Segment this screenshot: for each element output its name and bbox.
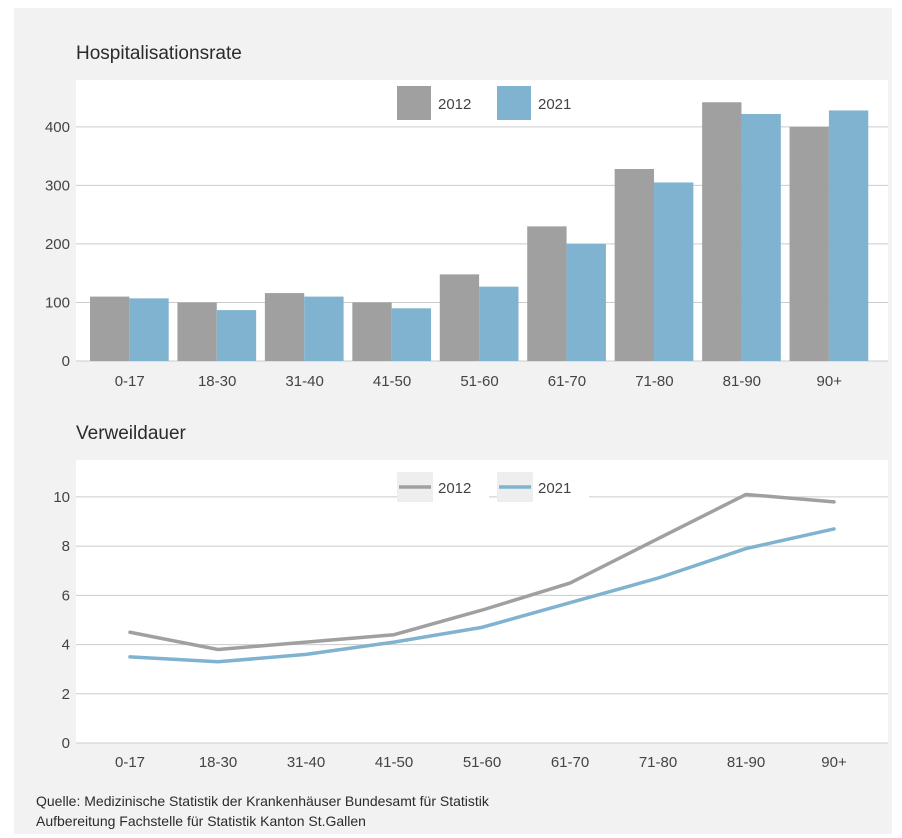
plot-area-2 bbox=[76, 460, 888, 743]
legend-label-2021: 2021 bbox=[538, 96, 571, 113]
line-chart-title: Verweildauer bbox=[76, 423, 186, 444]
x-tick-label: 61-70 bbox=[548, 373, 586, 390]
bar-2021-81-90 bbox=[741, 113, 781, 362]
x-tick-label: 51-60 bbox=[463, 754, 501, 771]
x-tick-label: 31-40 bbox=[285, 373, 323, 390]
legend-swatch-2021 bbox=[497, 86, 531, 120]
bar-2012-90+ bbox=[789, 126, 829, 361]
bar-2012-0-17 bbox=[90, 296, 130, 361]
y-tick-label: 8 bbox=[62, 538, 70, 555]
bar-2012-61-70 bbox=[527, 226, 567, 361]
legend-label-bg bbox=[533, 88, 589, 118]
y-tick-label: 0 bbox=[62, 735, 70, 752]
x-tick-label: 41-50 bbox=[375, 754, 413, 771]
bar-2021-90+ bbox=[828, 110, 869, 361]
x-tick-label: 0-17 bbox=[115, 373, 145, 390]
bar-chart-title: Hospitalisationsrate bbox=[76, 43, 242, 64]
y-tick-label: 400 bbox=[45, 119, 70, 136]
source-line-2: Aufbereitung Fachstelle für Statistik Ka… bbox=[36, 813, 366, 829]
legend-swatch-2012 bbox=[397, 86, 431, 120]
x-tick-label: 90+ bbox=[817, 373, 843, 390]
line-series-2021 bbox=[128, 527, 836, 664]
bar-2012-18-30 bbox=[177, 302, 217, 361]
legend-label-2021: 2021 bbox=[538, 480, 571, 497]
y-tick-label: 6 bbox=[62, 587, 70, 604]
legend-label-bg bbox=[433, 472, 489, 502]
x-tick-label: 18-30 bbox=[199, 754, 237, 771]
bar-2021-71-80 bbox=[654, 182, 694, 361]
y-tick-label: 0 bbox=[62, 353, 70, 370]
x-tick-label: 0-17 bbox=[115, 754, 145, 771]
x-tick-label: 90+ bbox=[821, 754, 847, 771]
bar-2021-31-40 bbox=[304, 296, 344, 361]
legend-label-bg bbox=[533, 472, 589, 502]
y-tick-label: 300 bbox=[45, 177, 70, 194]
bar-2012-81-90 bbox=[702, 102, 742, 361]
legend-label-bg bbox=[433, 88, 489, 118]
y-tick-label: 200 bbox=[45, 236, 70, 253]
bar-2021-0-17 bbox=[129, 298, 169, 361]
bar-2012-31-40 bbox=[264, 293, 305, 361]
y-tick-label: 10 bbox=[53, 489, 70, 506]
y-tick-label: 4 bbox=[62, 637, 70, 654]
x-tick-label: 18-30 bbox=[198, 373, 236, 390]
source-line-1: Quelle: Medizinische Statistik der Krank… bbox=[36, 793, 489, 809]
bar-2021-51-60 bbox=[479, 286, 519, 361]
y-tick-label: 100 bbox=[45, 294, 70, 311]
legend-label-2012: 2012 bbox=[438, 480, 471, 497]
bar-2021-18-30 bbox=[216, 310, 257, 361]
y-tick-label: 2 bbox=[62, 686, 70, 703]
x-tick-label: 41-50 bbox=[373, 373, 411, 390]
x-tick-label: 71-80 bbox=[639, 754, 677, 771]
bar-2012-71-80 bbox=[614, 168, 655, 361]
bar-2012-51-60 bbox=[439, 274, 480, 361]
bar-2021-41-50 bbox=[391, 308, 432, 361]
x-tick-label: 61-70 bbox=[551, 754, 589, 771]
x-tick-label: 71-80 bbox=[635, 373, 673, 390]
x-tick-label: 81-90 bbox=[727, 754, 765, 771]
x-tick-label: 81-90 bbox=[723, 373, 761, 390]
bar-2012-41-50 bbox=[352, 302, 392, 361]
bar-2021-61-70 bbox=[566, 243, 606, 361]
line-series-2012 bbox=[128, 492, 836, 652]
x-tick-label: 51-60 bbox=[460, 373, 498, 390]
legend-label-2012: 2012 bbox=[438, 96, 471, 113]
x-tick-label: 31-40 bbox=[287, 754, 325, 771]
